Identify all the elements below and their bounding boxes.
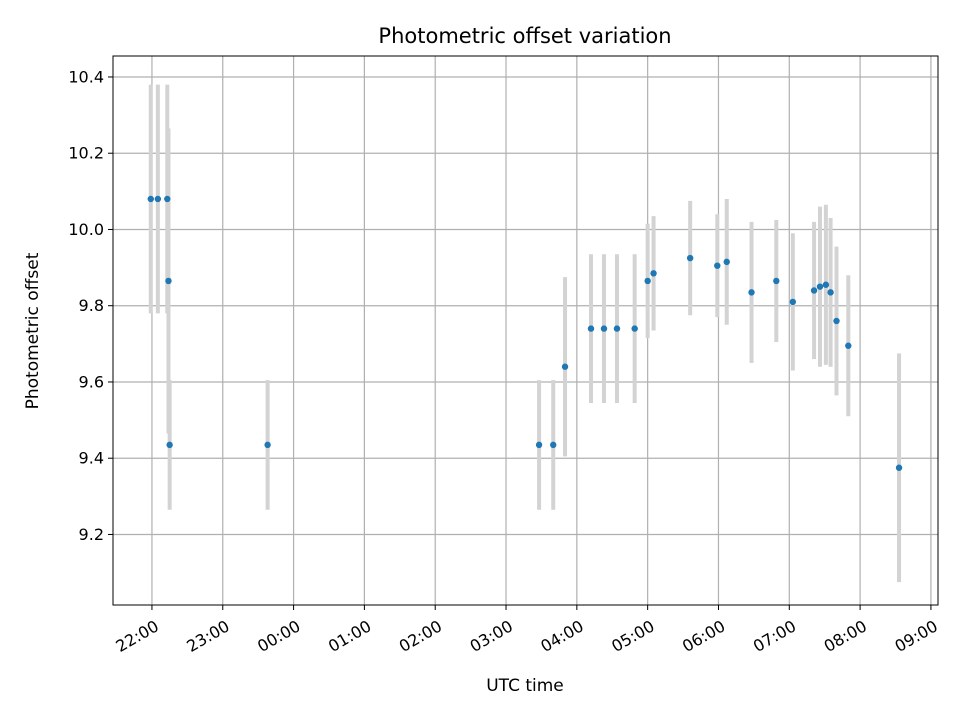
y-tick-label: 10.4 [68,67,104,86]
y-tick-label: 9.6 [79,372,104,391]
data-point [789,298,797,306]
data-point [650,270,657,277]
chart-title: Photometric offset variation [378,24,671,48]
data-point [631,325,638,332]
data-point [686,254,694,262]
data-point [827,289,834,296]
y-tick-label: 10.2 [68,144,104,163]
data-point [773,277,780,285]
data-point [550,441,557,449]
data-point [147,195,154,203]
data-point [587,325,595,332]
data-point [723,258,730,266]
y-tick-label: 9.2 [79,525,104,544]
data-point [748,289,755,296]
plot-area-frame [112,55,939,606]
grid-lines [113,56,938,605]
data-point [613,325,621,332]
axis-ticks [108,76,932,610]
data-point [164,195,171,203]
data-point [895,464,903,471]
y-tick-label: 10.0 [68,220,104,239]
x-axis-title: UTC time [486,676,564,696]
data-point [833,317,840,325]
data-point [561,363,569,370]
data-point [154,195,162,203]
data-point [822,281,830,288]
data-point [714,262,721,269]
data-point [600,325,608,332]
data-point [810,287,818,294]
data-point [166,441,173,449]
data-point [644,277,651,285]
data-point [264,441,271,449]
data-points [147,195,903,471]
data-point [165,277,172,285]
data-point [845,342,852,349]
y-axis-title: Photometric offset [23,252,43,409]
y-tick-label: 9.4 [79,449,104,468]
data-point [816,283,824,290]
data-point [535,441,543,449]
y-tick-label: 9.8 [79,296,104,315]
